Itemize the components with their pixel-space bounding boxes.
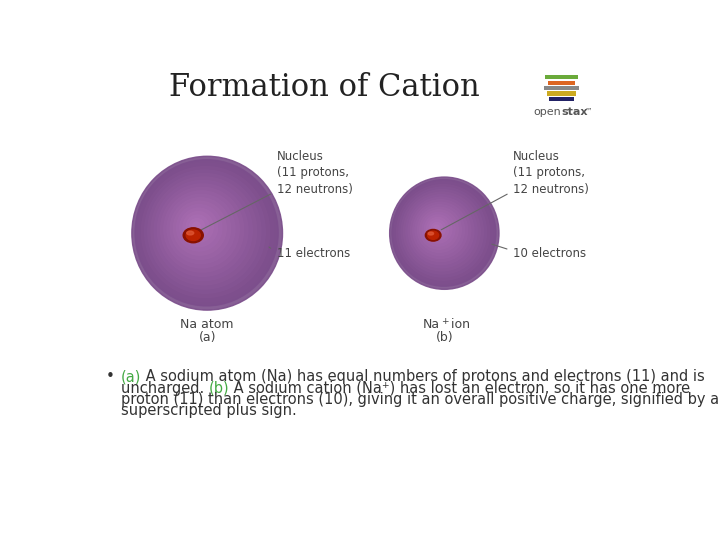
Ellipse shape [183, 228, 203, 243]
Ellipse shape [422, 212, 455, 246]
Text: stax: stax [562, 107, 588, 117]
Ellipse shape [174, 201, 226, 255]
Text: Nucleus
(11 protons,
12 neutrons): Nucleus (11 protons, 12 neutrons) [513, 150, 589, 196]
Text: 10 electrons: 10 electrons [513, 247, 586, 260]
Ellipse shape [183, 212, 213, 242]
Ellipse shape [428, 232, 433, 235]
Ellipse shape [399, 187, 487, 277]
Ellipse shape [418, 207, 462, 252]
Text: Na: Na [423, 318, 440, 331]
Ellipse shape [397, 185, 490, 280]
Bar [547, 91, 576, 96]
Ellipse shape [151, 177, 256, 285]
Ellipse shape [180, 208, 217, 247]
Ellipse shape [395, 182, 492, 283]
Text: 11 electrons: 11 electrons [277, 247, 350, 260]
Text: (a): (a) [199, 330, 216, 343]
Ellipse shape [158, 184, 248, 276]
Text: •: • [106, 369, 114, 384]
Ellipse shape [138, 163, 274, 302]
Ellipse shape [164, 191, 239, 268]
Ellipse shape [145, 170, 265, 293]
Ellipse shape [186, 230, 200, 240]
Bar [549, 97, 574, 101]
Ellipse shape [392, 180, 496, 286]
Ellipse shape [390, 177, 499, 289]
Text: Nucleus
(11 protons,
12 neutrons): Nucleus (11 protons, 12 neutrons) [277, 150, 353, 196]
Ellipse shape [406, 195, 477, 268]
Ellipse shape [189, 219, 204, 234]
Ellipse shape [132, 156, 282, 310]
Ellipse shape [413, 202, 467, 259]
Text: ™: ™ [585, 106, 593, 116]
Ellipse shape [415, 205, 464, 255]
Text: (b): (b) [209, 381, 229, 396]
Text: ion: ion [447, 318, 470, 331]
Text: A sodium cation (Na⁺) has lost an electron, so it has one more: A sodium cation (Na⁺) has lost an electr… [229, 381, 690, 396]
Text: uncharged.: uncharged. [121, 381, 209, 396]
Ellipse shape [141, 167, 269, 298]
Ellipse shape [429, 220, 446, 237]
Ellipse shape [161, 187, 243, 272]
Ellipse shape [148, 173, 261, 289]
Ellipse shape [154, 180, 252, 280]
Text: Na atom: Na atom [181, 318, 234, 331]
Ellipse shape [408, 197, 474, 265]
Ellipse shape [167, 194, 235, 264]
Ellipse shape [170, 198, 230, 259]
Bar [548, 80, 575, 85]
Ellipse shape [135, 160, 278, 306]
Ellipse shape [186, 231, 194, 235]
Text: Formation of Cation: Formation of Cation [169, 72, 480, 103]
Ellipse shape [401, 190, 483, 274]
Bar [544, 86, 580, 90]
Text: superscripted plus sign.: superscripted plus sign. [121, 403, 297, 418]
Ellipse shape [428, 231, 438, 239]
Ellipse shape [431, 222, 442, 234]
Ellipse shape [193, 222, 200, 230]
Ellipse shape [404, 192, 480, 271]
Text: open: open [534, 107, 562, 117]
Text: +: + [441, 317, 449, 326]
Ellipse shape [176, 205, 222, 251]
Text: A sodium atom (Na) has equal numbers of protons and electrons (11) and is: A sodium atom (Na) has equal numbers of … [141, 369, 705, 384]
Text: (a): (a) [121, 369, 141, 384]
Ellipse shape [425, 215, 452, 243]
Ellipse shape [420, 210, 458, 249]
Ellipse shape [426, 230, 441, 241]
Ellipse shape [410, 200, 471, 261]
Text: proton (11) than electrons (10), giving it an overall positive charge, signified: proton (11) than electrons (10), giving … [121, 392, 719, 407]
Bar [545, 75, 577, 79]
Ellipse shape [186, 215, 209, 238]
Ellipse shape [434, 225, 439, 231]
Text: (b): (b) [436, 330, 453, 343]
Ellipse shape [427, 218, 449, 240]
